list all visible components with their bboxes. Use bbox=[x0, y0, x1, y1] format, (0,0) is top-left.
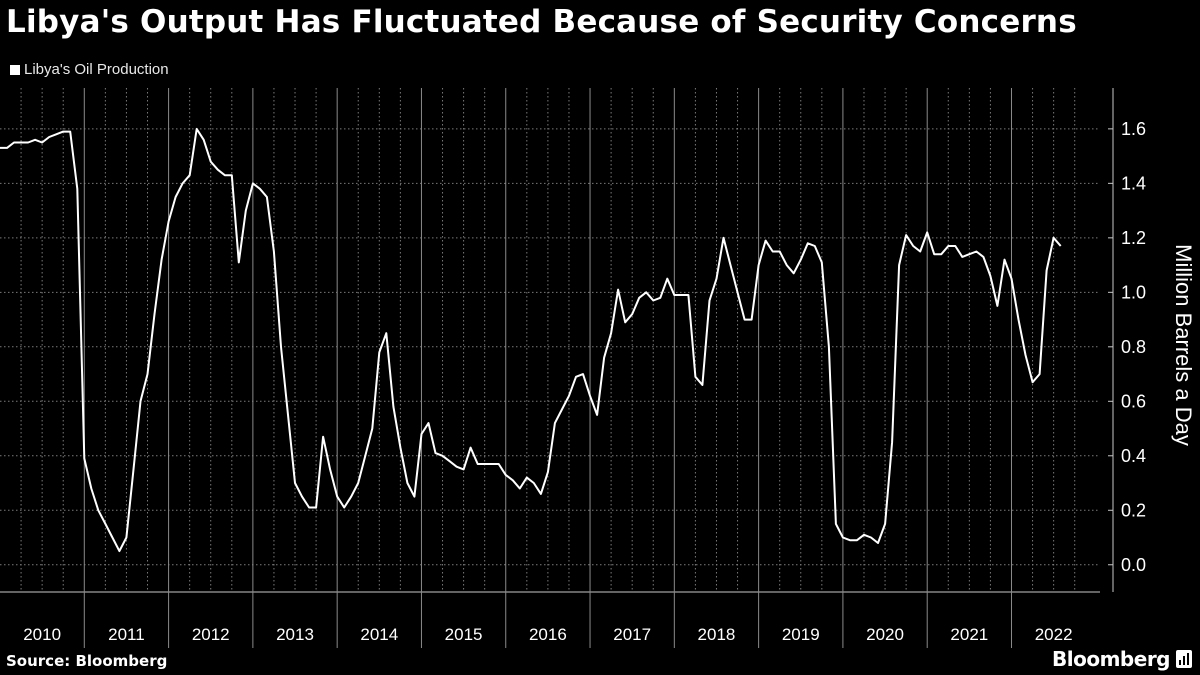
x-tick-label: 2013 bbox=[276, 625, 314, 644]
y-tick-label: 1.6 bbox=[1121, 119, 1146, 139]
grid bbox=[0, 88, 1100, 592]
y-tick-label: 0.0 bbox=[1121, 555, 1146, 575]
bloomberg-terminal-icon bbox=[1176, 650, 1192, 668]
y-tick-label: 1.2 bbox=[1121, 228, 1146, 248]
source-note: Source: Bloomberg bbox=[6, 652, 168, 670]
x-tick-label: 2015 bbox=[445, 625, 483, 644]
y-tick-label: 0.4 bbox=[1121, 446, 1146, 466]
x-tick-label: 2014 bbox=[360, 625, 398, 644]
y-tick-label: 1.0 bbox=[1121, 282, 1146, 302]
y-tick-label: 0.8 bbox=[1121, 337, 1146, 357]
chart-title: Libya's Output Has Fluctuated Because of… bbox=[6, 4, 1077, 40]
legend-label: Libya's Oil Production bbox=[24, 61, 169, 78]
brand-name: Bloomberg bbox=[1052, 647, 1170, 671]
x-tick-label: 2011 bbox=[108, 625, 145, 644]
axes: 2010 2011 2012 2013 2014 2015 2016 2017 2018 2019… bbox=[0, 88, 1196, 648]
y-axis-label: Million Barrels a Day bbox=[1171, 244, 1196, 446]
x-tick-label: 2012 bbox=[192, 625, 230, 644]
x-tick-label: 2019 bbox=[782, 625, 820, 644]
y-tick-label: 0.2 bbox=[1121, 500, 1146, 520]
brand: Bloomberg bbox=[1052, 647, 1192, 671]
legend: Libya's Oil Production bbox=[10, 61, 169, 78]
x-tick-label: 2021 bbox=[950, 625, 988, 644]
x-tick-label: 2018 bbox=[698, 625, 736, 644]
x-tick-label: 2016 bbox=[529, 625, 567, 644]
x-tick-label: 2020 bbox=[866, 625, 904, 644]
series-line-libya-oil-production bbox=[0, 127, 1062, 553]
series bbox=[0, 127, 1062, 553]
x-tick-label: 2017 bbox=[613, 625, 651, 644]
legend-swatch bbox=[10, 64, 20, 75]
y-tick-label: 1.4 bbox=[1121, 173, 1146, 193]
y-tick-label: 0.6 bbox=[1121, 391, 1146, 411]
x-tick-label: 2010 bbox=[23, 625, 61, 644]
x-tick-label: 2022 bbox=[1035, 625, 1073, 644]
